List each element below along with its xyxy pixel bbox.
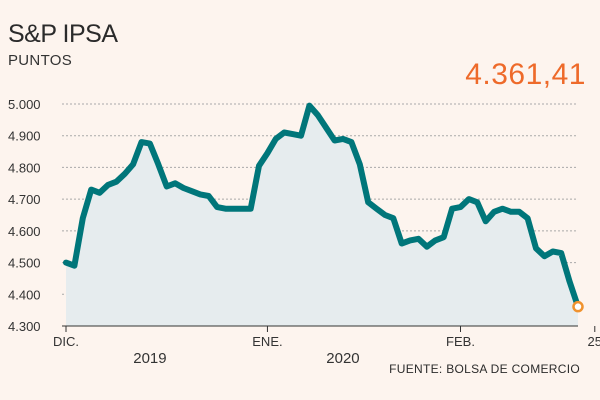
x-tick-label: FEB. xyxy=(446,334,475,349)
area-fill xyxy=(66,105,578,326)
year-label: 2019 xyxy=(133,350,166,367)
y-tick-label: 4.900 xyxy=(8,129,41,144)
y-tick-label: 4.300 xyxy=(8,319,41,334)
chart-title: S&P IPSA xyxy=(8,20,118,48)
x-tick-label: DIC. xyxy=(53,334,79,349)
year-labels: 2019 2020 xyxy=(133,350,359,367)
source-note: FUENTE: BOLSA DE COMERCIO xyxy=(389,362,580,376)
y-tick-label: 4.800 xyxy=(8,160,41,175)
x-axis-ticks xyxy=(65,326,596,332)
y-tick-label: 4.600 xyxy=(8,224,41,239)
last-point-marker xyxy=(572,300,584,313)
year-label: 2020 xyxy=(326,350,359,367)
last-value-label: 4.361,41 xyxy=(465,58,586,91)
chart-subtitle: PUNTOS xyxy=(8,52,73,69)
x-tick-label: 25 xyxy=(588,334,600,349)
y-tick-label: 4.700 xyxy=(8,192,41,207)
y-tick-label: 4.500 xyxy=(8,256,41,271)
x-axis-labels: DIC. ENE. FEB. 25 xyxy=(53,334,600,349)
y-tick-label: 4.400 xyxy=(8,287,41,302)
x-tick-label: ENE. xyxy=(252,334,282,349)
y-axis-labels: 5.000 4.900 4.800 4.700 4.600 4.500 4.400 4.300 xyxy=(8,97,41,334)
y-tick-label: 5.000 xyxy=(8,97,41,112)
series-line xyxy=(63,102,581,310)
